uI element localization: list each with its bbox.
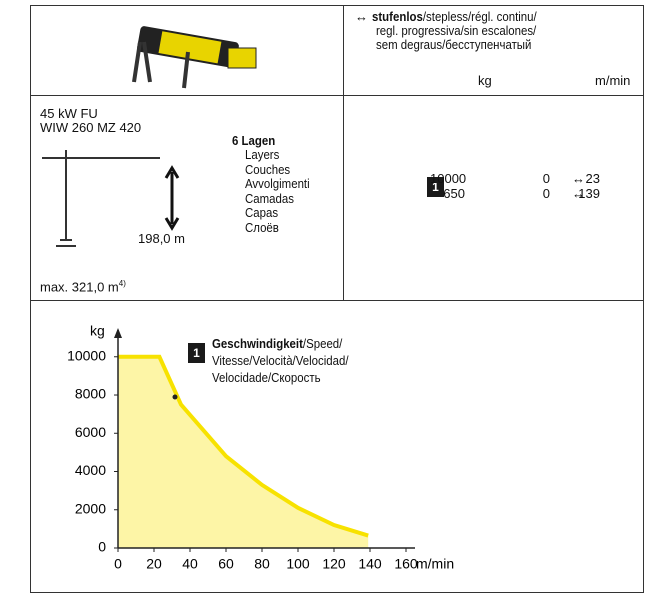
layer: Layers: [245, 147, 280, 162]
x-tick-label: 160: [394, 556, 418, 572]
legend-marker: 1: [188, 343, 205, 363]
gear-box: 1: [427, 177, 444, 197]
note: 4): [118, 279, 126, 288]
legend-line: Geschwindigkeit/Speed/: [212, 337, 342, 351]
crane-icon: [42, 150, 180, 247]
speed-cell: 23: [585, 171, 600, 186]
divider: [343, 5, 344, 300]
arrow: ↔: [355, 9, 368, 24]
max-height: max. 321,0 m4): [40, 277, 126, 294]
model: WIW 260 MZ 420: [40, 120, 142, 135]
area: [118, 356, 369, 548]
frame: [30, 5, 644, 593]
layer: Слоёв: [245, 219, 279, 235]
height: 198,0 m: [138, 231, 185, 246]
x-tick-label: 100: [286, 556, 310, 572]
unit: kg: [478, 73, 492, 88]
curve-dot: [172, 394, 178, 400]
y-tick-label: 4000: [75, 462, 106, 478]
y-axis-label: kg: [90, 323, 105, 339]
divider: [30, 300, 644, 301]
x-axis-label: m/min: [416, 556, 454, 572]
y-tick-label: 0: [98, 539, 106, 555]
winch-icon: [132, 26, 257, 89]
x-tick-label: 0: [114, 556, 122, 572]
legend-text: /Speed/: [302, 336, 343, 351]
unit: m/min: [595, 73, 631, 88]
x-tick-label: 120: [322, 556, 346, 572]
x-tick-label: 40: [182, 556, 198, 572]
mode-text-rest: /stepless/régl. continu/: [422, 9, 537, 24]
divider: [30, 95, 644, 96]
curve: [118, 354, 369, 538]
mode-line: sem degraus/бесступенчатый: [376, 37, 532, 52]
legend-bold: Geschwindigkeit: [212, 336, 303, 351]
speed-cell: ↔: [572, 171, 585, 186]
y-arrow: [114, 328, 122, 338]
power: 45 kW FU: [40, 106, 98, 121]
y-tick-label: 6000: [75, 424, 106, 440]
speed-cell: 0: [542, 186, 550, 201]
mode-bold: stufenlos: [371, 9, 423, 24]
speed-cell: 650: [443, 186, 465, 201]
speed-cell: 139: [578, 186, 600, 201]
x-tick-label: 140: [358, 556, 382, 572]
legend-line: Velocidade/Скорость: [212, 370, 321, 385]
max-height-text: max. 321,0 m: [40, 279, 119, 295]
x-tick-label: 60: [218, 556, 234, 572]
speed-cell: 0: [542, 171, 550, 186]
layer: Capas: [245, 205, 279, 220]
layer: Camadas: [245, 190, 294, 206]
x-tick-label: 80: [254, 556, 270, 572]
layer: Avvolgimenti: [245, 176, 310, 191]
speed-cell: 10000: [430, 171, 467, 186]
x-tick-label: 20: [146, 556, 162, 572]
y-tick-label: 2000: [75, 500, 106, 516]
legend-line: Vitesse/Velocità/Velocidad/: [212, 353, 349, 368]
layers-title: 6 Lagen: [232, 133, 276, 148]
y-tick-label: 8000: [75, 386, 106, 402]
speed-cell: ↔: [572, 186, 585, 201]
mode-text: ↔ stufenlos/stepless/régl. continu/: [355, 10, 559, 24]
y-tick-label: 10000: [67, 347, 106, 363]
mode-line: regl. progressiva/sin escalones/: [376, 23, 537, 38]
layer: Couches: [245, 161, 291, 177]
